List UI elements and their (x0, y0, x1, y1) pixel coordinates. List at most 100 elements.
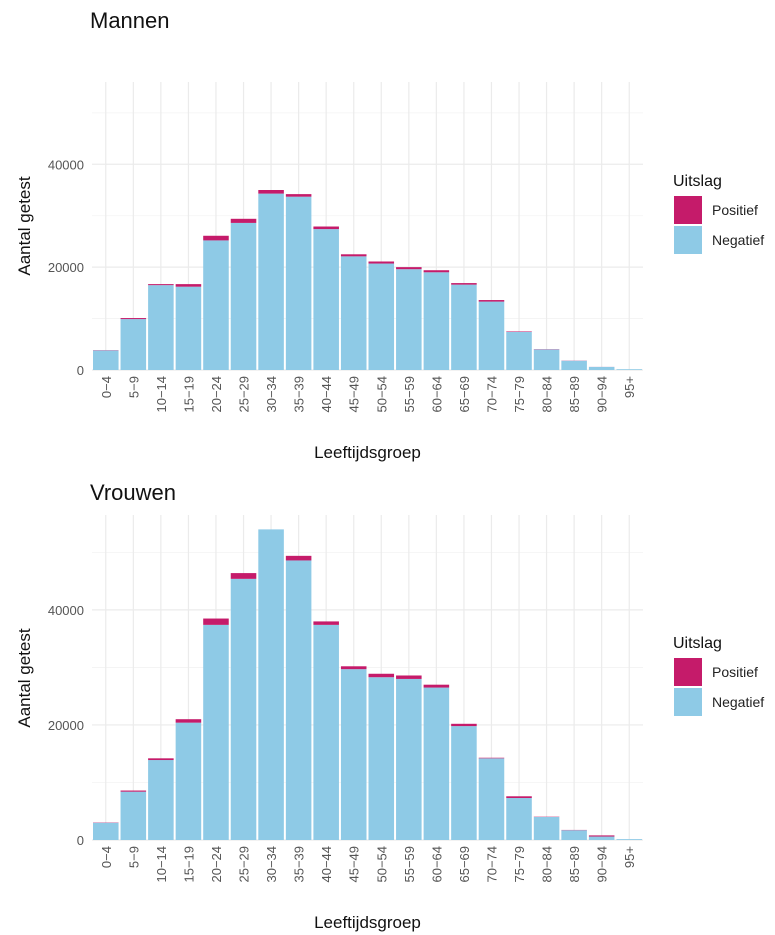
bar-negatief (313, 229, 339, 370)
y-tick-label: 0 (77, 833, 84, 848)
x-tick-label: 70−74 (484, 376, 499, 413)
legend-label-negatief: Negatief (712, 232, 764, 248)
x-tick-label: 40−44 (319, 376, 334, 413)
bar-negatief (588, 366, 615, 370)
x-tick-label: 0−4 (99, 846, 114, 868)
x-tick-label: 30−34 (264, 376, 279, 413)
y-axis-title: Aantal getest (15, 176, 34, 276)
bar-negatief (120, 319, 147, 370)
bar-positief (368, 673, 395, 678)
y-tick-label: 0 (77, 363, 84, 378)
x-tick-label: 35−39 (292, 376, 307, 413)
x-tick-label: 10−14 (154, 376, 169, 413)
bar-negatief (93, 822, 119, 840)
chart-title: Vrouwen (90, 480, 176, 505)
legend-swatch-positief (674, 658, 702, 686)
x-tick-label: 5−9 (126, 846, 141, 868)
bar-positief (203, 235, 229, 241)
x-tick-label: 80−84 (540, 376, 555, 413)
bar-negatief (258, 193, 284, 370)
bar-positief (258, 190, 284, 194)
bar-positief (148, 758, 174, 761)
bar-negatief (313, 624, 339, 840)
bar-negatief (561, 830, 587, 840)
bar-positief (285, 555, 312, 561)
bar-positief (396, 267, 422, 270)
x-tick-label: 90−94 (595, 376, 610, 413)
y-tick-label: 40000 (48, 157, 84, 172)
bar-positief (285, 194, 312, 197)
bar-positief (340, 666, 367, 670)
bar-negatief (616, 839, 642, 840)
bar-positief (313, 226, 339, 230)
x-tick-label: 75−79 (512, 846, 527, 883)
bar-negatief (175, 286, 202, 370)
y-axis-title: Aantal getest (15, 628, 34, 728)
x-axis-title: Leeftijdsgroep (314, 443, 421, 462)
bar-positief (148, 284, 174, 286)
bar-negatief (285, 196, 312, 370)
x-tick-label: 65−69 (457, 846, 472, 883)
x-tick-label: 95+ (622, 846, 637, 868)
bar-positief (478, 300, 505, 302)
x-tick-label: 85−89 (567, 846, 582, 883)
bar-negatief (175, 722, 202, 840)
bar-positief (368, 261, 395, 264)
bar-negatief (203, 240, 229, 370)
legend: Uitslag Positief Negatief (673, 635, 764, 716)
legend-label-negatief: Negatief (712, 694, 764, 710)
legend-title: Uitslag (673, 635, 722, 652)
bar-positief (396, 675, 422, 679)
x-tick-label: 60−64 (429, 376, 444, 413)
x-tick-label: 45−49 (347, 376, 362, 413)
bar-positief (230, 218, 257, 223)
bar-negatief (230, 222, 257, 370)
bar-negatief (340, 256, 367, 370)
bar-positief (313, 621, 339, 625)
x-tick-label: 55−59 (402, 376, 417, 413)
bar-positief (120, 318, 147, 320)
legend-title: Uitslag (673, 173, 722, 190)
legend-swatch-negatief (674, 688, 702, 716)
chart-title: Mannen (90, 8, 170, 33)
x-tick-label: 30−34 (264, 846, 279, 883)
x-tick-label: 5−9 (126, 376, 141, 398)
bar-negatief (148, 285, 174, 370)
bar-negatief (120, 791, 147, 840)
bar-negatief (368, 677, 395, 840)
x-tick-label: 45−49 (347, 846, 362, 883)
bar-negatief (396, 678, 422, 840)
x-tick-label: 20−24 (209, 376, 224, 413)
bar-negatief (588, 836, 615, 840)
x-tick-label: 25−29 (237, 846, 252, 883)
x-tick-label: 55−59 (402, 846, 417, 883)
x-tick-label: 95+ (622, 376, 637, 398)
bar-negatief (340, 669, 367, 840)
chart-panel-2: Vrouwen 0 20000 40000 Aantal getest 0−4 5−9 10−… (15, 480, 764, 932)
bar-positief (423, 684, 450, 688)
bar-positief (506, 796, 532, 799)
chart-panel-1: Mannen 0 20000 40000 Aantal getest 0−4 5−9 10−1… (15, 8, 764, 462)
legend-label-positief: Positief (712, 202, 758, 218)
x-tick-label: 50−54 (374, 376, 389, 413)
x-tick-label: 20−24 (209, 846, 224, 883)
x-tick-label: 15−19 (181, 846, 196, 883)
bar-negatief (396, 269, 422, 370)
bar-negatief (230, 578, 257, 840)
bar-positief (230, 573, 257, 579)
legend-label-positief: Positief (712, 664, 758, 680)
x-tick-label: 10−14 (154, 846, 169, 883)
x-tick-label: 60−64 (429, 846, 444, 883)
bar-negatief (561, 360, 587, 370)
bar-negatief (423, 687, 450, 840)
bar-negatief (506, 331, 532, 370)
bar-negatief (258, 529, 284, 840)
x-tick-label: 85−89 (567, 376, 582, 413)
bar-positief (478, 757, 505, 759)
bar-negatief (203, 624, 229, 840)
x-tick-label: 90−94 (595, 846, 610, 883)
bar-positief (120, 790, 147, 792)
bar-negatief (533, 349, 560, 370)
bar-negatief (451, 284, 477, 370)
